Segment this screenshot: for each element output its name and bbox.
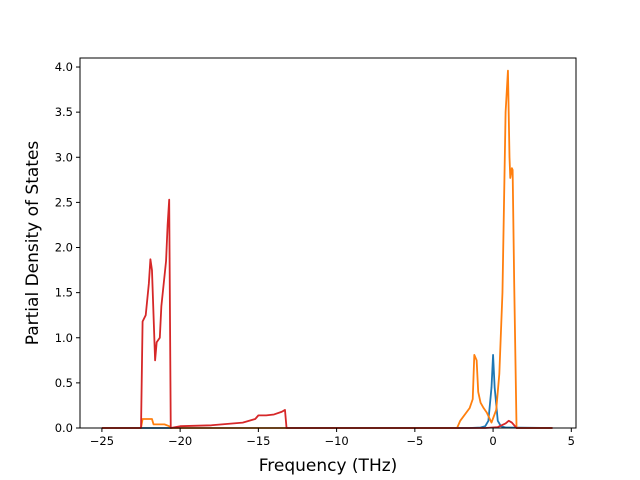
y-tick-label: 1.0 — [55, 331, 73, 345]
y-tick-label: 2.5 — [55, 195, 73, 209]
x-tick-label: −25 — [90, 434, 114, 448]
x-tick-label: −10 — [324, 434, 348, 448]
x-tick-label: −5 — [406, 434, 423, 448]
plot-frame — [79, 57, 577, 429]
x-tick-label: 5 — [568, 434, 575, 448]
y-tick-label: 2.0 — [55, 241, 73, 255]
y-tick-label: 4.0 — [55, 60, 73, 74]
y-tick-label: 3.5 — [55, 105, 73, 119]
y-tick-label: 1.5 — [55, 286, 73, 300]
y-tick-label: 0.0 — [55, 421, 73, 435]
y-axis-label: Partial Density of States — [23, 141, 43, 346]
ticks-layer: −25 −20 −15 −10 −5 0 5 0.0 0.5 1.0 1.5 2.0 2.5 3.0 3.5… — [55, 60, 575, 448]
y-tick-label: 0.5 — [55, 376, 73, 390]
x-tick-label: 0 — [489, 434, 496, 448]
x-axis-label: Frequency (THz) — [259, 456, 398, 476]
x-tick-label: −15 — [246, 434, 270, 448]
series-line-3 — [101, 198, 553, 429]
series-line-2 — [101, 69, 553, 429]
x-tick-label: −20 — [168, 434, 192, 448]
y-tick-label: 3.0 — [55, 150, 73, 164]
